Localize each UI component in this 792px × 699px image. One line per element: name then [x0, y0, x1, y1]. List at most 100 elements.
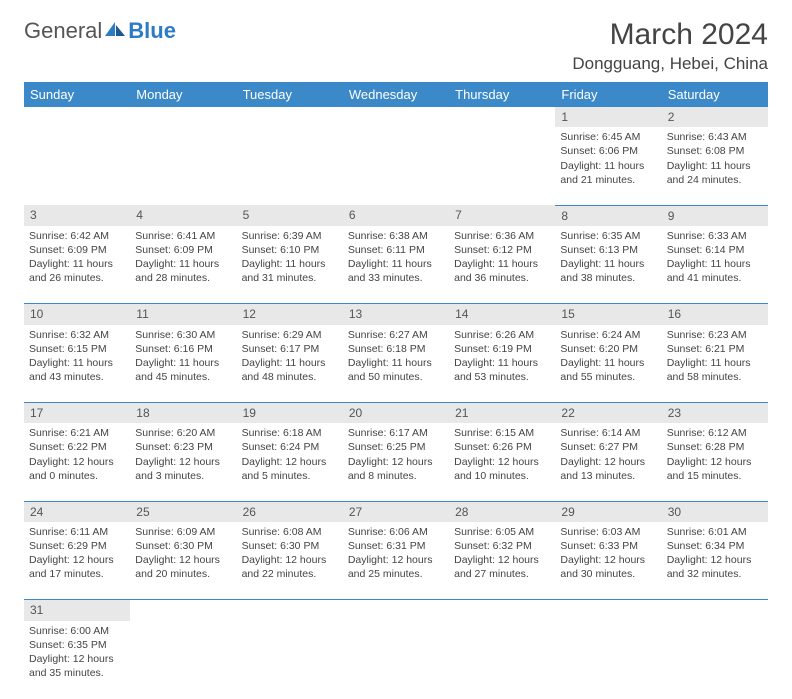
sunrise-line: Sunrise: 6:00 AM	[29, 624, 125, 638]
daylight-line: Daylight: 12 hours and 25 minutes.	[348, 553, 444, 581]
daylight-line: Daylight: 11 hours and 26 minutes.	[29, 257, 125, 285]
day-detail-cell: Sunrise: 6:14 AMSunset: 6:27 PMDaylight:…	[555, 423, 661, 501]
day-number-cell	[449, 107, 555, 127]
sunset-line: Sunset: 6:26 PM	[454, 440, 550, 454]
day-detail-cell: Sunrise: 6:29 AMSunset: 6:17 PMDaylight:…	[237, 325, 343, 403]
day-detail-cell: Sunrise: 6:09 AMSunset: 6:30 PMDaylight:…	[130, 522, 236, 600]
day-detail-cell: Sunrise: 6:26 AMSunset: 6:19 PMDaylight:…	[449, 325, 555, 403]
day-number-cell: 9	[662, 205, 768, 226]
day-detail-cell: Sunrise: 6:20 AMSunset: 6:23 PMDaylight:…	[130, 423, 236, 501]
daylight-line: Daylight: 12 hours and 3 minutes.	[135, 455, 231, 483]
daylight-line: Daylight: 12 hours and 10 minutes.	[454, 455, 550, 483]
day-detail-cell	[237, 621, 343, 699]
daylight-line: Daylight: 12 hours and 13 minutes.	[560, 455, 656, 483]
sunset-line: Sunset: 6:35 PM	[29, 638, 125, 652]
daylight-line: Daylight: 11 hours and 50 minutes.	[348, 356, 444, 384]
sunset-line: Sunset: 6:19 PM	[454, 342, 550, 356]
day-number-cell: 14	[449, 304, 555, 325]
day-number-cell: 19	[237, 403, 343, 424]
day-number-cell: 18	[130, 403, 236, 424]
daylight-line: Daylight: 11 hours and 43 minutes.	[29, 356, 125, 384]
day-number-cell: 20	[343, 403, 449, 424]
day-detail-cell	[24, 127, 130, 205]
daylight-line: Daylight: 11 hours and 36 minutes.	[454, 257, 550, 285]
sunrise-line: Sunrise: 6:01 AM	[667, 525, 763, 539]
day-detail-row: Sunrise: 6:32 AMSunset: 6:15 PMDaylight:…	[24, 325, 768, 403]
sunset-line: Sunset: 6:16 PM	[135, 342, 231, 356]
day-number-cell	[130, 600, 236, 621]
sunset-line: Sunset: 6:06 PM	[560, 144, 656, 158]
day-number-cell	[24, 107, 130, 127]
day-detail-row: Sunrise: 6:45 AMSunset: 6:06 PMDaylight:…	[24, 127, 768, 205]
day-detail-cell: Sunrise: 6:00 AMSunset: 6:35 PMDaylight:…	[24, 621, 130, 699]
sunset-line: Sunset: 6:30 PM	[135, 539, 231, 553]
day-detail-cell: Sunrise: 6:17 AMSunset: 6:25 PMDaylight:…	[343, 423, 449, 501]
daylight-line: Daylight: 11 hours and 31 minutes.	[242, 257, 338, 285]
day-number-cell: 6	[343, 205, 449, 226]
day-number-cell: 22	[555, 403, 661, 424]
day-number-cell: 3	[24, 205, 130, 226]
day-detail-cell: Sunrise: 6:05 AMSunset: 6:32 PMDaylight:…	[449, 522, 555, 600]
daylight-line: Daylight: 11 hours and 48 minutes.	[242, 356, 338, 384]
day-detail-cell: Sunrise: 6:33 AMSunset: 6:14 PMDaylight:…	[662, 226, 768, 304]
sunset-line: Sunset: 6:18 PM	[348, 342, 444, 356]
sunrise-line: Sunrise: 6:33 AM	[667, 229, 763, 243]
day-number-cell: 23	[662, 403, 768, 424]
sunrise-line: Sunrise: 6:20 AM	[135, 426, 231, 440]
daylight-line: Daylight: 11 hours and 24 minutes.	[667, 159, 763, 187]
day-detail-row: Sunrise: 6:21 AMSunset: 6:22 PMDaylight:…	[24, 423, 768, 501]
sunset-line: Sunset: 6:09 PM	[135, 243, 231, 257]
sunrise-line: Sunrise: 6:27 AM	[348, 328, 444, 342]
weekday-header: Sunday	[24, 82, 130, 107]
daylight-line: Daylight: 11 hours and 55 minutes.	[560, 356, 656, 384]
day-detail-cell: Sunrise: 6:18 AMSunset: 6:24 PMDaylight:…	[237, 423, 343, 501]
day-detail-cell: Sunrise: 6:15 AMSunset: 6:26 PMDaylight:…	[449, 423, 555, 501]
calendar-table: Sunday Monday Tuesday Wednesday Thursday…	[24, 82, 768, 699]
daylight-line: Daylight: 11 hours and 45 minutes.	[135, 356, 231, 384]
weekday-header: Friday	[555, 82, 661, 107]
location: Dongguang, Hebei, China	[572, 54, 768, 74]
day-number-cell	[237, 107, 343, 127]
day-number-cell: 13	[343, 304, 449, 325]
sunrise-line: Sunrise: 6:26 AM	[454, 328, 550, 342]
daylight-line: Daylight: 12 hours and 17 minutes.	[29, 553, 125, 581]
day-detail-cell	[237, 127, 343, 205]
day-number-row: 12	[24, 107, 768, 127]
day-number-cell: 27	[343, 501, 449, 522]
day-detail-cell: Sunrise: 6:45 AMSunset: 6:06 PMDaylight:…	[555, 127, 661, 205]
sunrise-line: Sunrise: 6:06 AM	[348, 525, 444, 539]
day-detail-row: Sunrise: 6:42 AMSunset: 6:09 PMDaylight:…	[24, 226, 768, 304]
sunset-line: Sunset: 6:31 PM	[348, 539, 444, 553]
day-number-cell	[130, 107, 236, 127]
day-number-cell: 5	[237, 205, 343, 226]
sunrise-line: Sunrise: 6:41 AM	[135, 229, 231, 243]
sunset-line: Sunset: 6:33 PM	[560, 539, 656, 553]
day-detail-cell: Sunrise: 6:42 AMSunset: 6:09 PMDaylight:…	[24, 226, 130, 304]
sunrise-line: Sunrise: 6:38 AM	[348, 229, 444, 243]
sunset-line: Sunset: 6:27 PM	[560, 440, 656, 454]
day-detail-cell: Sunrise: 6:30 AMSunset: 6:16 PMDaylight:…	[130, 325, 236, 403]
sunrise-line: Sunrise: 6:18 AM	[242, 426, 338, 440]
sunset-line: Sunset: 6:22 PM	[29, 440, 125, 454]
weekday-header: Tuesday	[237, 82, 343, 107]
sunset-line: Sunset: 6:25 PM	[348, 440, 444, 454]
day-detail-cell: Sunrise: 6:41 AMSunset: 6:09 PMDaylight:…	[130, 226, 236, 304]
day-number-cell: 15	[555, 304, 661, 325]
sunrise-line: Sunrise: 6:12 AM	[667, 426, 763, 440]
day-number-cell: 16	[662, 304, 768, 325]
day-number-row: 31	[24, 600, 768, 621]
sunrise-line: Sunrise: 6:36 AM	[454, 229, 550, 243]
day-detail-cell: Sunrise: 6:06 AMSunset: 6:31 PMDaylight:…	[343, 522, 449, 600]
sunset-line: Sunset: 6:08 PM	[667, 144, 763, 158]
sunset-line: Sunset: 6:28 PM	[667, 440, 763, 454]
header: General Blue March 2024 Dongguang, Hebei…	[24, 18, 768, 74]
daylight-line: Daylight: 11 hours and 58 minutes.	[667, 356, 763, 384]
day-detail-cell: Sunrise: 6:43 AMSunset: 6:08 PMDaylight:…	[662, 127, 768, 205]
day-number-cell: 26	[237, 501, 343, 522]
daylight-line: Daylight: 11 hours and 28 minutes.	[135, 257, 231, 285]
daylight-line: Daylight: 12 hours and 8 minutes.	[348, 455, 444, 483]
sunrise-line: Sunrise: 6:14 AM	[560, 426, 656, 440]
day-detail-cell	[449, 621, 555, 699]
day-detail-cell	[130, 127, 236, 205]
day-number-row: 17181920212223	[24, 403, 768, 424]
